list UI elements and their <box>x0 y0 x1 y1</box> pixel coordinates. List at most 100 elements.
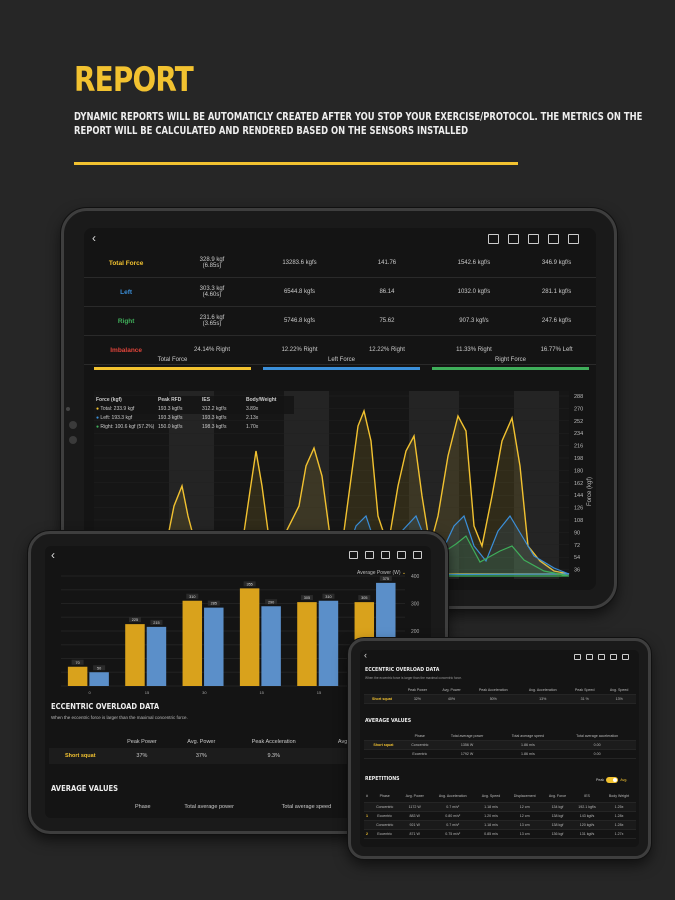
bar[interactable] <box>261 606 281 686</box>
y-tick-label: 400 <box>411 574 420 580</box>
table-header: Avg. Power <box>187 739 216 745</box>
tablet-small: ‹ ECCENTRIC OVERLOAD DATA When the eccen… <box>348 638 651 859</box>
metric-value: 1542.6 kgf/s <box>430 249 518 278</box>
table-cell: 1.18 m/s <box>475 802 507 812</box>
table-header: Peak Acceleration <box>251 739 296 745</box>
table-header: Body Weight <box>601 790 636 803</box>
metric-value: 12.22% Right <box>255 335 344 365</box>
table-cell: Concentric <box>370 820 400 830</box>
layout-icon[interactable] <box>397 551 406 559</box>
y-tick-label: 144 <box>574 493 583 499</box>
legend-value: 193.3 kgf/s <box>158 415 183 421</box>
legend-header: Body/Weight <box>246 397 277 403</box>
export-icon[interactable] <box>568 234 579 244</box>
back-chevron-icon[interactable]: ‹ <box>51 548 55 562</box>
bar[interactable] <box>204 607 224 686</box>
y-tick-label: 300 <box>411 602 420 608</box>
metrics-table: Total Force 328.9 kgf (6.85s) 13283.6 kgfs 1… <box>84 249 596 365</box>
table-cell: 1 <box>364 811 371 821</box>
table-cell: 1.28x <box>601 820 636 830</box>
metric-value: 346.9 kgf/s <box>517 249 596 278</box>
legend-value: 2.13x <box>246 415 259 421</box>
table-cell <box>364 749 403 759</box>
table-cell: 13% <box>518 694 568 704</box>
metric-value: 907.3 kgf/s <box>430 306 518 336</box>
bar[interactable] <box>297 602 317 686</box>
description-line-1: DYNAMIC REPORTS WILL BE AUTOMATICLY CREA… <box>74 111 643 123</box>
file-icon[interactable] <box>598 654 605 660</box>
layout-icon[interactable] <box>610 654 617 660</box>
table-cell: Short squat <box>64 753 96 759</box>
bar[interactable] <box>125 624 145 686</box>
table-header: Peak Power <box>127 739 157 745</box>
back-chevron-icon[interactable]: ‹ <box>364 650 367 660</box>
eccentric-overload-title: ECCENTRIC OVERLOAD DATA <box>51 702 160 711</box>
tab-total-force[interactable]: Total Force <box>94 357 251 370</box>
file-icon[interactable] <box>528 234 539 244</box>
camera-icon[interactable] <box>586 654 593 660</box>
table-cell: 138 kgf <box>542 811 573 821</box>
file-icon[interactable] <box>381 551 390 559</box>
table-cell: Eccentric <box>402 749 437 759</box>
toolbar <box>349 551 422 559</box>
data-label-bg <box>322 593 335 599</box>
metric-label: Imbalance <box>84 335 169 365</box>
repetitions-title: REPETITIONS <box>365 776 400 782</box>
table-cell: 31 % <box>567 694 603 704</box>
table-header: Avg. Power <box>399 790 431 803</box>
toggle-switch[interactable] <box>606 777 619 783</box>
camera-icon[interactable] <box>365 551 374 559</box>
table-cell: Short squat <box>364 694 400 704</box>
back-chevron-icon[interactable]: ‹ <box>92 231 96 245</box>
bar[interactable] <box>239 588 260 686</box>
data-label-bg <box>358 595 371 601</box>
average-values-table: Phase Total average power Total average sp… <box>125 804 355 810</box>
table-cell: Short squat <box>364 740 403 750</box>
legend-row: ● Total: 233.9 kgf 193.3 kgf/s 312.2 kgf/s… <box>96 405 294 414</box>
metric-dropdown[interactable]: Average Power (W) ⌄ <box>357 570 407 576</box>
bar[interactable] <box>89 672 109 686</box>
table-cell: 1792 W <box>436 749 498 759</box>
table-row: Concentric 1172 W 0.7 m/s² 1.18 m/s 12 cm 134… <box>364 802 636 812</box>
export-icon[interactable] <box>622 654 629 660</box>
table-cell: 134 kgf <box>542 802 573 812</box>
tab-left-force[interactable]: Left Force <box>263 357 420 370</box>
bar[interactable] <box>67 666 88 686</box>
table-cell: 0.85 m/s <box>475 829 507 839</box>
x-tick-label: 15 <box>317 690 322 695</box>
table-cell: 0.7 m/s² <box>430 802 476 812</box>
bar[interactable] <box>318 600 339 686</box>
table-cell: 37% <box>195 753 207 759</box>
metrics-row: Imbalance 24.14% Right 12.22% Right 12.22% … <box>84 335 596 365</box>
table-cell: 32% <box>399 694 435 704</box>
table-header: Total average speed <box>497 732 559 741</box>
y-tick-label: 288 <box>574 394 583 400</box>
video-icon[interactable] <box>349 551 358 559</box>
video-icon[interactable] <box>488 234 499 244</box>
bar[interactable] <box>146 626 167 686</box>
video-icon[interactable] <box>574 654 581 660</box>
table-header: Avg. Acceleration <box>518 686 568 695</box>
peak-avg-toggle[interactable]: Peak Avg. <box>596 777 627 783</box>
legend-value: Right: 100.6 kgf (57.2%) <box>100 424 155 430</box>
table-cell: 871 W <box>399 829 431 839</box>
legend-dot-icon: ● <box>96 406 101 412</box>
export-icon[interactable] <box>413 551 422 559</box>
layout-icon[interactable] <box>548 234 559 244</box>
y-tick-label: 234 <box>574 431 583 437</box>
table-cell: Eccentric <box>370 829 400 839</box>
metrics-row: Left 303.3 kgf (4.60s) 6544.8 kgfs 86.14 1032… <box>84 277 596 307</box>
table-header: Total average speed <box>281 804 332 810</box>
table-header: Total average power <box>184 804 234 810</box>
data-label-bg <box>243 581 256 587</box>
title-underline <box>74 162 518 165</box>
bar[interactable] <box>182 600 203 686</box>
chart-legend: Force (kgf) Peak RFD IES Body/Weight ● Tota… <box>96 396 294 430</box>
x-tick-label: 15 <box>259 690 264 695</box>
data-label-bg <box>128 617 141 623</box>
legend-value: 150.0 kgf/s <box>158 424 183 430</box>
table-cell: 13 cm <box>506 820 543 830</box>
tab-right-force[interactable]: Right Force <box>432 357 589 370</box>
camera-icon[interactable] <box>508 234 519 244</box>
bar-data-label: 310 <box>189 595 195 599</box>
